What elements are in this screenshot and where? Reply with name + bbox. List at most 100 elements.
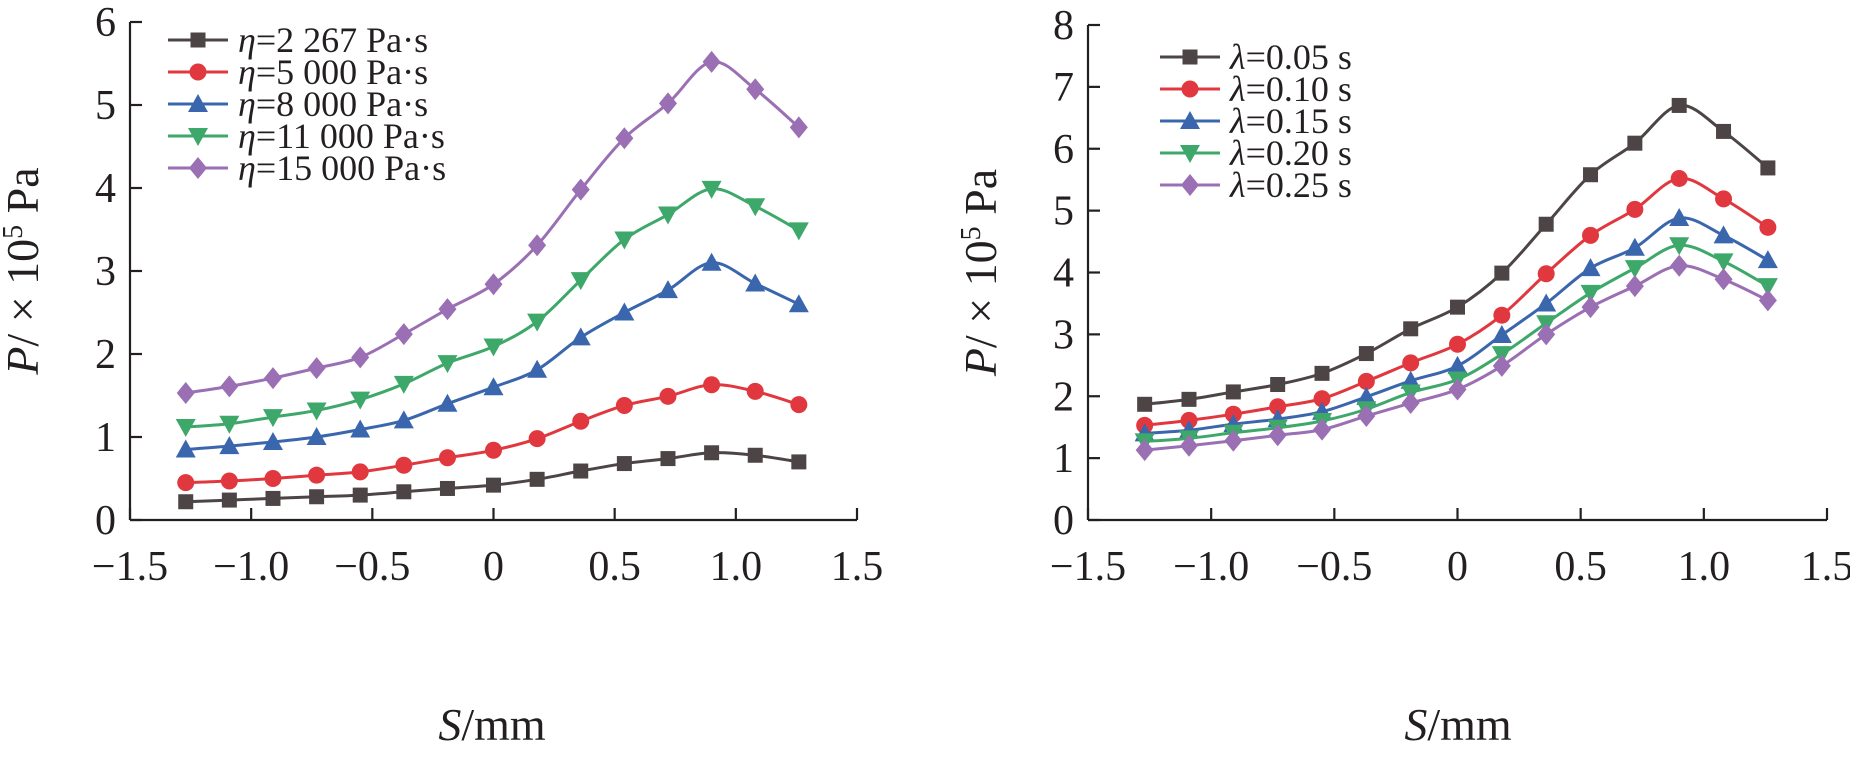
data-point: [616, 456, 632, 472]
legend-marker: [1180, 145, 1200, 163]
y-tick-label: 1: [1053, 436, 1074, 482]
y-tick-label: 2: [95, 332, 116, 378]
data-point: [1314, 365, 1330, 381]
data-point: [1400, 370, 1421, 389]
data-point: [571, 178, 590, 201]
data-point: [1179, 434, 1198, 457]
data-point: [437, 355, 458, 374]
legend-marker: [188, 94, 208, 112]
data-point: [394, 323, 413, 346]
legend-item: λ=0.25 s: [1160, 165, 1352, 205]
legend-marker: [1182, 49, 1198, 65]
data-point: [1580, 258, 1601, 277]
series-line: [184, 383, 801, 485]
data-point: [219, 436, 240, 455]
data-point: [221, 492, 237, 508]
data-point: [1493, 306, 1511, 324]
x-axis-title: S/mm: [438, 699, 546, 750]
data-point: [1491, 324, 1512, 343]
x-tick-label: 1.5: [1801, 544, 1850, 590]
legend-item: λ=0.05 s: [1160, 37, 1352, 77]
data-point: [438, 449, 456, 467]
legend-label: λ=0.15 s: [1229, 101, 1352, 141]
legend-item: λ=0.20 s: [1160, 133, 1352, 173]
legend-item: λ=0.10 s: [1160, 69, 1352, 109]
y-tick-label: 2: [1053, 374, 1074, 420]
data-point: [1624, 237, 1645, 256]
y-tick-label: 0: [1053, 498, 1074, 544]
x-tick-label: −1.5: [92, 544, 168, 590]
right-panel-lambda: 0 1 2 3 4 5 6 7 8 −1.5 −1.0 −0.5 0 0.5 1.0 1.5 S/mm P/ × …: [955, 3, 1850, 750]
data-point: [351, 463, 369, 481]
data-point: [306, 402, 327, 421]
data-point: [350, 419, 371, 438]
data-point: [615, 396, 633, 414]
legend-label: η=2 267 Pa·s: [238, 20, 428, 60]
y-axis-title: P/ × 105 Pa: [0, 167, 48, 375]
y-axis-title: P/ × 105 Pa: [955, 169, 1006, 377]
data-point: [1581, 296, 1600, 319]
legend-label: λ=0.05 s: [1229, 37, 1352, 77]
data-point: [1582, 226, 1600, 244]
data-point: [265, 490, 281, 506]
data-point: [1669, 208, 1690, 227]
data-point: [220, 472, 238, 490]
legend-marker: [189, 63, 207, 81]
x-tick-label: 0: [1447, 544, 1468, 590]
data-point: [746, 78, 765, 101]
legend-label: λ=0.25 s: [1229, 165, 1352, 205]
data-point: [1270, 376, 1286, 392]
data-point: [745, 273, 766, 292]
data-point: [1224, 429, 1243, 452]
data-point: [703, 376, 721, 394]
data-point: [702, 50, 721, 73]
data-point: [704, 445, 720, 461]
data-point: [220, 375, 239, 398]
data-point: [1403, 321, 1419, 337]
series-3: [175, 252, 809, 458]
data-point: [788, 294, 809, 313]
x-tick-label: 1.0: [710, 544, 763, 590]
series-5: [1135, 254, 1777, 462]
legend-label: η=8 000 Pa·s: [238, 84, 428, 124]
data-point: [309, 489, 325, 505]
data-point: [529, 471, 545, 487]
data-point: [1402, 354, 1420, 372]
data-point: [1135, 439, 1154, 462]
legend-marker: [1181, 174, 1199, 196]
data-point: [351, 346, 370, 369]
data-point: [528, 430, 546, 448]
x-tick-label: −0.5: [1296, 544, 1372, 590]
data-point: [573, 463, 589, 479]
legend-label: η=5 000 Pa·s: [238, 52, 428, 92]
data-point: [1757, 250, 1778, 269]
data-point: [176, 382, 195, 405]
legend-item: η=8 000 Pa·s: [168, 84, 428, 124]
data-point: [1181, 391, 1197, 407]
data-point: [1670, 254, 1689, 277]
legend-item: η=15 000 Pa·s: [168, 148, 446, 188]
data-point: [791, 454, 807, 470]
data-point: [1137, 396, 1153, 412]
series-2: [1136, 169, 1777, 434]
legend-marker: [1181, 80, 1199, 98]
data-point: [701, 180, 722, 199]
data-point: [572, 412, 590, 430]
data-point: [1757, 278, 1778, 297]
data-point: [1537, 265, 1555, 283]
legend-item: η=5 000 Pa·s: [168, 52, 428, 92]
data-point: [660, 451, 676, 467]
data-point: [1716, 123, 1732, 139]
data-point: [219, 415, 240, 434]
data-point: [483, 338, 504, 357]
data-point: [308, 466, 326, 484]
data-point: [1447, 355, 1468, 374]
x-tick-label: 0.5: [588, 544, 641, 590]
data-point: [659, 387, 677, 405]
data-point: [178, 494, 194, 510]
legend-marker: [188, 128, 208, 146]
data-point: [1713, 253, 1734, 272]
data-point: [1626, 200, 1644, 218]
series-line: [1143, 216, 1770, 435]
